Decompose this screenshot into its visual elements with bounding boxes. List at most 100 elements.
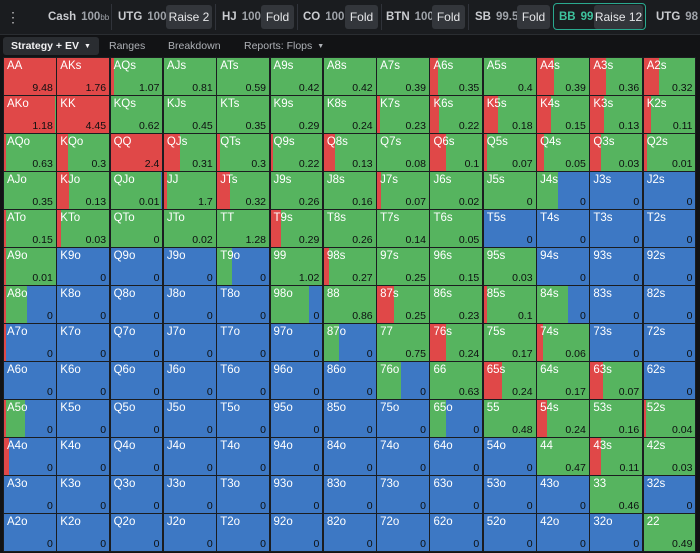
hand-cell-65s[interactable]: 65s 0.24: [482, 361, 537, 400]
hand-cell-95s[interactable]: 95s 0.03: [482, 247, 537, 286]
hand-cell-Q7s[interactable]: Q7s 0.08: [376, 133, 430, 172]
hand-cell-64s[interactable]: 64s 0.17: [536, 361, 590, 400]
hand-cell-97o[interactable]: 97o 0: [269, 323, 324, 362]
hand-cell-98s[interactable]: 98s 0.27: [322, 247, 377, 286]
hand-cell-J6o[interactable]: J6o 0: [162, 361, 217, 400]
hand-cell-T3s[interactable]: T3s 0: [589, 209, 644, 248]
hand-cell-QJs[interactable]: QJs 0.31: [162, 133, 217, 172]
hand-cell-AJs[interactable]: AJs 0.81: [162, 57, 217, 96]
hand-cell-K5s[interactable]: K5s 0.18: [482, 95, 537, 134]
hand-cell-66[interactable]: 66 0.63: [429, 361, 484, 400]
hand-cell-QTs[interactable]: QTs 0.3: [216, 133, 271, 172]
hand-cell-94s[interactable]: 94s 0: [536, 247, 590, 286]
hand-cell-Q4o[interactable]: Q4o 0: [109, 437, 164, 476]
hand-cell-Q8s[interactable]: Q8s 0.13: [322, 133, 377, 172]
hand-cell-74s[interactable]: 74s 0.06: [536, 323, 590, 362]
hand-cell-ATs[interactable]: ATs 0.59: [216, 57, 271, 96]
hand-cell-K5o[interactable]: K5o 0: [56, 399, 111, 438]
position-co[interactable]: CO 100: [303, 11, 345, 23]
hand-cell-K8s[interactable]: K8s 0.24: [322, 95, 377, 134]
hand-cell-J7s[interactable]: J7s 0.07: [376, 171, 430, 210]
hand-cell-22[interactable]: 22 0.49: [642, 513, 697, 552]
hand-cell-93o[interactable]: 93o 0: [269, 475, 324, 514]
hand-cell-T9o[interactable]: T9o 0: [216, 247, 271, 286]
hand-cell-95o[interactable]: 95o 0: [269, 399, 324, 438]
hand-cell-K7s[interactable]: K7s 0.23: [376, 95, 430, 134]
hand-cell-K7o[interactable]: K7o 0: [56, 323, 111, 362]
hand-cell-J4o[interactable]: J4o 0: [162, 437, 217, 476]
hand-cell-QTo[interactable]: QTo 0: [109, 209, 164, 248]
hand-cell-83o[interactable]: 83o 0: [322, 475, 377, 514]
hand-cell-K4o[interactable]: K4o 0: [56, 437, 111, 476]
hand-cell-53s[interactable]: 53s 0.16: [589, 399, 644, 438]
hand-cell-J8o[interactable]: J8o 0: [162, 285, 217, 324]
kebab-menu-icon[interactable]: ⋮: [6, 9, 20, 25]
hand-cell-Q6o[interactable]: Q6o 0: [109, 361, 164, 400]
hand-cell-43s[interactable]: 43s 0.11: [589, 437, 644, 476]
position-btn[interactable]: BTN 100: [386, 11, 434, 23]
hand-cell-32o[interactable]: 32o 0: [589, 513, 644, 552]
hand-cell-T3o[interactable]: T3o 0: [216, 475, 271, 514]
hand-cell-J3s[interactable]: J3s 0: [589, 171, 644, 210]
hand-cell-63o[interactable]: 63o 0: [429, 475, 484, 514]
hand-cell-J5o[interactable]: J5o 0: [162, 399, 217, 438]
hand-cell-AKs[interactable]: AKs 1.76: [56, 57, 111, 96]
hand-cell-94o[interactable]: 94o 0: [269, 437, 324, 476]
hand-cell-AKo[interactable]: AKo 1.18: [3, 95, 57, 134]
hand-cell-52s[interactable]: 52s 0.04: [642, 399, 697, 438]
hand-cell-T8s[interactable]: T8s 0.26: [322, 209, 377, 248]
hand-cell-86s[interactable]: 86s 0.23: [429, 285, 484, 324]
hand-cell-98o[interactable]: 98o 0: [269, 285, 324, 324]
hand-cell-A8s[interactable]: A8s 0.42: [322, 57, 377, 96]
hand-cell-K6o[interactable]: K6o 0: [56, 361, 111, 400]
hand-cell-96o[interactable]: 96o 0: [269, 361, 324, 400]
position-sb[interactable]: SB 99.5: [475, 11, 519, 23]
hand-cell-Q7o[interactable]: Q7o 0: [109, 323, 164, 362]
hand-cell-T2o[interactable]: T2o 0: [216, 513, 271, 552]
hand-cell-K4s[interactable]: K4s 0.15: [536, 95, 590, 134]
hand-cell-Q2s[interactable]: Q2s 0.01: [642, 133, 697, 172]
hand-cell-85o[interactable]: 85o 0: [322, 399, 377, 438]
hand-cell-Q3o[interactable]: Q3o 0: [109, 475, 164, 514]
hand-cell-62s[interactable]: 62s 0: [642, 361, 697, 400]
hand-cell-72o[interactable]: 72o 0: [376, 513, 430, 552]
hand-cell-Q9s[interactable]: Q9s 0.22: [269, 133, 324, 172]
hand-cell-A9s[interactable]: A9s 0.42: [269, 57, 324, 96]
hand-cell-J6s[interactable]: J6s 0.02: [429, 171, 484, 210]
hand-cell-T2s[interactable]: T2s 0: [642, 209, 697, 248]
hand-cell-J5s[interactable]: J5s 0: [482, 171, 537, 210]
bb-action-button[interactable]: Raise 12: [594, 5, 643, 29]
hand-cell-AA[interactable]: AA 9.48: [3, 57, 57, 96]
hand-cell-52o[interactable]: 52o 0: [482, 513, 537, 552]
hand-cell-86o[interactable]: 86o 0: [322, 361, 377, 400]
tab-strategy-ev[interactable]: Strategy + EV ▼: [3, 37, 99, 55]
hand-cell-A4s[interactable]: A4s 0.39: [536, 57, 590, 96]
hand-cell-T4s[interactable]: T4s 0: [536, 209, 590, 248]
hand-cell-76o[interactable]: 76o 0: [376, 361, 430, 400]
hand-cell-AQs[interactable]: AQs 1.07: [109, 57, 164, 96]
hand-cell-42s[interactable]: 42s 0.03: [642, 437, 697, 476]
hand-cell-75o[interactable]: 75o 0: [376, 399, 430, 438]
hand-cell-44[interactable]: 44 0.47: [536, 437, 590, 476]
hand-cell-Q8o[interactable]: Q8o 0: [109, 285, 164, 324]
hand-cell-74o[interactable]: 74o 0: [376, 437, 430, 476]
hand-cell-92o[interactable]: 92o 0: [269, 513, 324, 552]
co-action-button[interactable]: Fold: [345, 5, 378, 29]
hand-cell-A4o[interactable]: A4o 0: [3, 437, 57, 476]
hand-cell-73o[interactable]: 73o 0: [376, 475, 430, 514]
hand-cell-A5s[interactable]: A5s 0.4: [482, 57, 537, 96]
hand-cell-AJo[interactable]: AJo 0.35: [3, 171, 57, 210]
hand-cell-A8o[interactable]: A8o 0: [3, 285, 57, 324]
hand-cell-A7s[interactable]: A7s 0.39: [376, 57, 430, 96]
hand-cell-A7o[interactable]: A7o 0: [3, 323, 57, 362]
hand-cell-KJs[interactable]: KJs 0.45: [162, 95, 217, 134]
hand-cell-A2s[interactable]: A2s 0.32: [642, 57, 697, 96]
tab-reports-flops[interactable]: Reports: Flops ▼: [244, 40, 325, 52]
hand-cell-QQ[interactable]: QQ 2.4: [109, 133, 164, 172]
hand-cell-T5o[interactable]: T5o 0: [216, 399, 271, 438]
hand-cell-Q6s[interactable]: Q6s 0.1: [429, 133, 484, 172]
hand-cell-75s[interactable]: 75s 0.17: [482, 323, 537, 362]
hj-action-button[interactable]: Fold: [261, 5, 294, 29]
hand-cell-85s[interactable]: 85s 0.1: [482, 285, 537, 324]
hand-cell-KJo[interactable]: KJo 0.13: [56, 171, 111, 210]
